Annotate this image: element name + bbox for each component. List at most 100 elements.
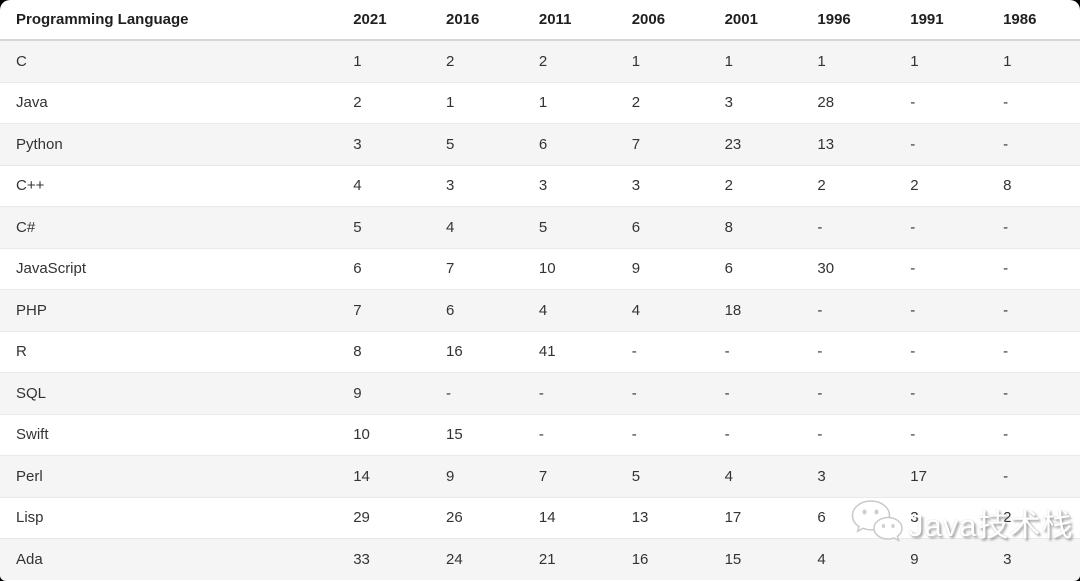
- rank-cell: 2: [538, 52, 548, 70]
- table-row: Swift 10 15 - - - - - -: [0, 413, 1080, 456]
- language-cell: C: [16, 52, 27, 70]
- language-cell: C#: [0, 206, 338, 248]
- rank-cell: -: [987, 81, 1080, 124]
- rank-cell: 13: [801, 123, 895, 165]
- rank-cell: 6: [430, 289, 523, 331]
- rank-cell: -: [801, 289, 895, 331]
- language-cell: PHP: [0, 289, 338, 331]
- table-row: Ada 33 24 21 16 15 4 9 3: [0, 538, 1080, 580]
- rank-cell: 1: [430, 81, 523, 124]
- rank-cell: -: [801, 413, 895, 456]
- rank-cell: -: [430, 372, 523, 414]
- table-body: C 1 2 2 1 1 1 1 1 Java 2 1 1 2 3 28 - - …: [0, 40, 1080, 580]
- rank-cell: 3: [894, 496, 988, 539]
- header-row: Programming Language 2021 2016 2011 2006…: [0, 0, 1080, 41]
- rank-cell: 3: [708, 81, 802, 124]
- rank-cell: 4: [801, 538, 895, 580]
- table-row: Perl 14 9 7 5 4 3 17 -: [0, 455, 1080, 497]
- rank-cell: 15: [430, 413, 523, 456]
- rank-cell: 8: [708, 206, 802, 248]
- rank-cell: 2: [446, 52, 455, 70]
- rank-cell: -: [708, 413, 802, 456]
- rank-cell: 17: [894, 455, 988, 497]
- rank-cell: 10: [337, 413, 431, 456]
- rank-cell: 1: [522, 81, 616, 124]
- rank-cell: 15: [708, 538, 802, 580]
- rank-cell: 17: [708, 496, 802, 539]
- table-row: Java 2 1 1 2 3 28 - -: [0, 81, 1080, 124]
- rank-cell: 26: [430, 496, 523, 539]
- rank-cell: 9: [615, 247, 709, 290]
- rank-cell: 16: [615, 538, 709, 580]
- table-row: C++ 4 3 3 3 2 2 2 8: [0, 164, 1080, 207]
- table-row: C 1 2 2 1 1 1 1 1: [0, 40, 1080, 82]
- rank-cell: 41: [522, 330, 616, 373]
- rank-cell: 9: [337, 372, 431, 414]
- rank-cell: 10: [522, 247, 616, 290]
- rank-cell: 1: [631, 52, 641, 70]
- language-cell: Lisp: [0, 496, 338, 539]
- rank-cell: 3: [337, 123, 431, 165]
- language-cell: Python: [0, 123, 338, 165]
- rank-cell: 1: [817, 52, 826, 70]
- rank-cell: 13: [615, 496, 709, 539]
- rank-cell: -: [801, 330, 895, 373]
- rank-cell: -: [987, 330, 1080, 373]
- column-header-year: 1996: [801, 0, 895, 41]
- table-row: JavaScript 6 7 10 9 6 30 - -: [0, 247, 1080, 290]
- rank-cell: 9: [894, 538, 988, 580]
- rank-cell: 5: [522, 206, 616, 248]
- column-header-year: 2016: [430, 0, 523, 41]
- rank-cell: -: [522, 413, 616, 456]
- rank-cell: -: [522, 372, 616, 414]
- rank-cell: 1: [1003, 52, 1012, 70]
- column-header-year: 1991: [894, 0, 988, 41]
- table-row: PHP 7 6 4 4 18 - - -: [0, 289, 1080, 331]
- rank-cell: -: [708, 330, 802, 373]
- rank-cell: -: [894, 330, 988, 373]
- rank-cell: -: [894, 247, 988, 290]
- rank-cell: 3: [801, 455, 895, 497]
- rank-cell: -: [894, 289, 988, 331]
- rank-cell: 1: [910, 52, 919, 70]
- table-row: SQL 9 - - - - - - -: [0, 372, 1080, 414]
- rank-cell: -: [894, 123, 988, 165]
- rank-cell: 28: [801, 81, 895, 124]
- language-cell: SQL: [0, 372, 338, 414]
- rank-cell: 29: [337, 496, 431, 539]
- rank-cell: 7: [522, 455, 616, 497]
- rank-cell: -: [987, 289, 1080, 331]
- rank-cell: 23: [708, 123, 802, 165]
- table-row: C# 5 4 5 6 8 - - -: [0, 206, 1080, 248]
- rank-cell: 24: [430, 538, 523, 580]
- rank-cell: -: [615, 372, 709, 414]
- rank-cell: -: [987, 413, 1080, 456]
- rank-cell: 3: [615, 164, 709, 207]
- rank-cell: 1: [353, 52, 362, 70]
- column-header-language: Programming Language: [0, 0, 338, 41]
- rank-cell: 21: [522, 538, 616, 580]
- rank-cell: 33: [337, 538, 431, 580]
- column-header-year: 2001: [708, 0, 802, 41]
- rank-cell: 2: [894, 164, 988, 207]
- rank-cell: 4: [615, 289, 709, 331]
- rank-cell: 7: [615, 123, 709, 165]
- rank-cell: 7: [430, 247, 523, 290]
- language-cell: Java: [0, 81, 338, 124]
- rank-cell: 9: [430, 455, 523, 497]
- rank-cell: 6: [522, 123, 616, 165]
- rank-cell: 2: [801, 164, 895, 207]
- rank-cell: 2: [987, 496, 1080, 539]
- rank-cell: -: [801, 372, 895, 414]
- rank-cell: -: [894, 413, 988, 456]
- rank-cell: 8: [337, 330, 431, 373]
- rank-cell: 4: [522, 289, 616, 331]
- rank-cell: 2: [615, 81, 709, 124]
- language-cell: Ada: [0, 538, 338, 580]
- rank-cell: 4: [430, 206, 523, 248]
- rank-cell: -: [987, 372, 1080, 414]
- rank-cell: 6: [708, 247, 802, 290]
- column-header-year: 2021: [337, 0, 431, 41]
- rank-cell: -: [894, 81, 988, 124]
- rank-cell: 1: [724, 52, 733, 70]
